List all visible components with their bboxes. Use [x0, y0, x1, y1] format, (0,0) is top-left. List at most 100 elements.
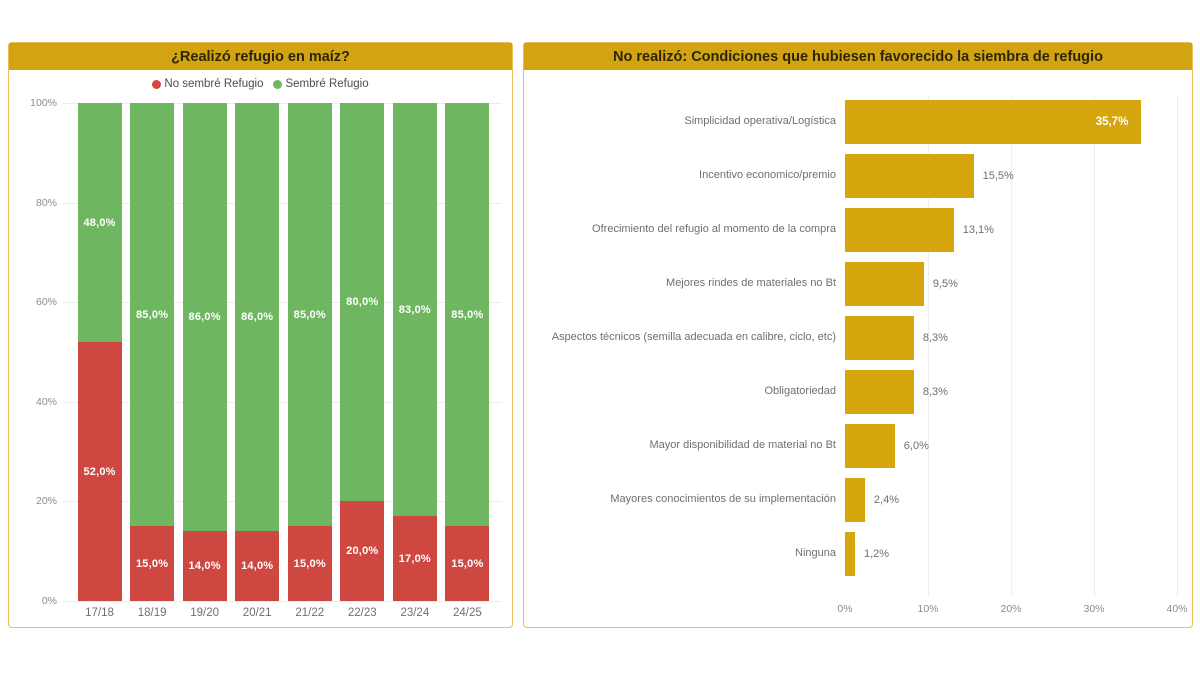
- hbar[interactable]: [845, 262, 924, 306]
- right-chart-title: No realizó: Condiciones que hubiesen fav…: [524, 43, 1192, 70]
- bar-column: 85,0% 15,0% 24/25: [445, 103, 490, 619]
- bar-value-label: 14,0%: [188, 560, 221, 573]
- y-gridline: [63, 202, 502, 204]
- y-tick-label: 100%: [30, 97, 57, 109]
- x-category-label: 21/22: [295, 607, 325, 619]
- bar-value-label: 85,0%: [451, 308, 484, 321]
- bar-value-label: 17,0%: [398, 552, 431, 565]
- y-tick-label: 80%: [35, 196, 57, 209]
- legend-dot-red-icon: [152, 79, 162, 89]
- bar-column: 86,0% 14,0% 20/21: [235, 103, 280, 619]
- bar-column: 85,0% 15,0% 21/22: [287, 103, 332, 619]
- x-tick-label: 20%: [1000, 603, 1022, 615]
- bar-segment-no-sembre[interactable]: 14,0%: [235, 531, 280, 601]
- bar-column: 48,0% 52,0% 17/18: [77, 103, 122, 619]
- x-category-label: 17/18: [85, 607, 114, 619]
- bar-value-label: 86,0%: [241, 311, 274, 324]
- bar-value-label: 52,0%: [83, 465, 116, 478]
- bar-segment-sembre[interactable]: 85,0%: [287, 103, 332, 527]
- hbar[interactable]: [845, 154, 974, 198]
- legend-item-no-sembre[interactable]: No sembré Refugio: [152, 78, 263, 90]
- x-tick-label: 0%: [837, 603, 853, 615]
- category-label: Ninguna: [795, 547, 836, 560]
- legend-label-sembre: Sembré Refugio: [285, 78, 369, 90]
- category-label: Aspectos técnicos (semilla adecuada en c…: [551, 331, 836, 344]
- bar-column: 86,0% 14,0% 19/20: [182, 103, 227, 619]
- x-tick-label: 40%: [1166, 603, 1188, 615]
- bar-segment-sembre[interactable]: 80,0%: [340, 103, 385, 502]
- hbar[interactable]: [845, 478, 865, 522]
- bar-value-label: 80,0%: [346, 296, 379, 309]
- bar-value-label: 20,0%: [346, 545, 379, 558]
- bar-value-label: 35,7%: [1095, 116, 1129, 128]
- x-category-label: 24/25: [452, 607, 482, 619]
- hbar[interactable]: [845, 532, 855, 576]
- y-gridline: [63, 103, 502, 104]
- bar-segment-sembre[interactable]: 85,0%: [445, 103, 490, 527]
- bar-segment-no-sembre[interactable]: 15,0%: [130, 526, 175, 601]
- legend-item-sembre[interactable]: Sembré Refugio: [273, 78, 369, 90]
- bar-track: 2,4%: [845, 478, 1177, 522]
- hbar[interactable]: [845, 208, 954, 252]
- stacked-bar-columns: 48,0% 52,0% 17/18 85,0% 15,0% 18/19 86,0% 14,0%…: [69, 103, 498, 619]
- hbar-row: Simplicidad operativa/Logística 35,7%: [524, 95, 1192, 149]
- x-tick-label: 10%: [917, 603, 939, 615]
- y-gridline: [63, 302, 502, 304]
- bar-track: 15,5%: [845, 154, 1177, 198]
- right-x-axis: 0% 10% 20% 30% 40%: [837, 603, 1187, 619]
- category-label: Ofrecimiento del refugio al momento de l…: [592, 223, 836, 236]
- bar-value-label: 83,0%: [398, 303, 431, 316]
- category-label: Mejores rindes de materiales no Bt: [666, 277, 836, 290]
- bar-value-label: 9,5%: [932, 278, 958, 290]
- hbar-row: Mejores rindes de materiales no Bt 9,5%: [524, 257, 1192, 311]
- bar-track: 1,2%: [845, 532, 1177, 576]
- bar-value-label: 8,3%: [922, 386, 948, 398]
- y-tick-label: 0%: [41, 595, 57, 607]
- x-gridline: [928, 95, 929, 597]
- hbar[interactable]: [845, 370, 914, 414]
- bar-value-label: 85,0%: [293, 308, 326, 321]
- hbar[interactable]: 35,7%: [845, 100, 1142, 144]
- hbar-row: Mayor disponibilidad de material no Bt 6,…: [524, 419, 1192, 473]
- x-gridline: [1177, 95, 1178, 597]
- hbar-row: Ofrecimiento del refugio al momento de l…: [524, 203, 1192, 257]
- hbar[interactable]: [845, 316, 914, 360]
- bar-value-label: 15,0%: [135, 557, 169, 570]
- x-category-label: 22/23: [347, 607, 377, 619]
- bar-track: 6,0%: [845, 424, 1177, 468]
- left-chart-title: ¿Realizó refugio en maíz?: [9, 43, 512, 70]
- bar-value-label: 6,0%: [903, 440, 929, 452]
- bar-segment-no-sembre[interactable]: 15,0%: [287, 526, 332, 601]
- y-gridline: [63, 501, 502, 503]
- bar-segment-sembre[interactable]: 86,0%: [235, 103, 280, 532]
- bar-column: 85,0% 15,0% 18/19: [130, 103, 175, 619]
- bar-segment-no-sembre[interactable]: 14,0%: [182, 531, 227, 601]
- x-category-label: 19/20: [190, 607, 220, 619]
- bar-value-label: 85,0%: [135, 308, 169, 321]
- hbar-rows: Simplicidad operativa/Logística 35,7% Ince…: [524, 95, 1192, 581]
- bar-segment-no-sembre[interactable]: 17,0%: [392, 516, 437, 601]
- bar-segment-sembre[interactable]: 85,0%: [130, 103, 175, 527]
- x-gridline: [1094, 95, 1095, 597]
- no-realizo-chart-panel: No realizó: Condiciones que hubiesen fav…: [523, 42, 1193, 628]
- y-tick-label: 40%: [35, 395, 57, 408]
- hbar-row: Ninguna 1,2%: [524, 527, 1192, 581]
- hbar[interactable]: [845, 424, 895, 468]
- bar-segment-sembre[interactable]: 83,0%: [392, 103, 437, 517]
- bar-segment-sembre[interactable]: 48,0%: [77, 103, 122, 343]
- bar-segment-no-sembre[interactable]: 20,0%: [340, 501, 385, 601]
- bar-value-label: 8,3%: [922, 332, 948, 344]
- bar-segment-no-sembre[interactable]: 15,0%: [445, 526, 490, 601]
- right-grid-layer: [845, 95, 1178, 597]
- bar-value-label: 13,1%: [962, 224, 994, 236]
- bar-value-label: 15,5%: [982, 170, 1014, 182]
- bar-value-label: 1,2%: [863, 548, 890, 560]
- refugio-maiz-chart-panel: ¿Realizó refugio en maíz? No sembré Refu…: [8, 42, 513, 628]
- x-category-label: 20/21: [242, 607, 272, 619]
- hbar-row: Aspectos técnicos (semilla adecuada en c…: [524, 311, 1192, 365]
- x-category-label: 23/24: [400, 607, 430, 619]
- bar-segment-sembre[interactable]: 86,0%: [182, 103, 227, 532]
- y-tick-label: 20%: [35, 495, 57, 508]
- bar-segment-no-sembre[interactable]: 52,0%: [77, 342, 122, 601]
